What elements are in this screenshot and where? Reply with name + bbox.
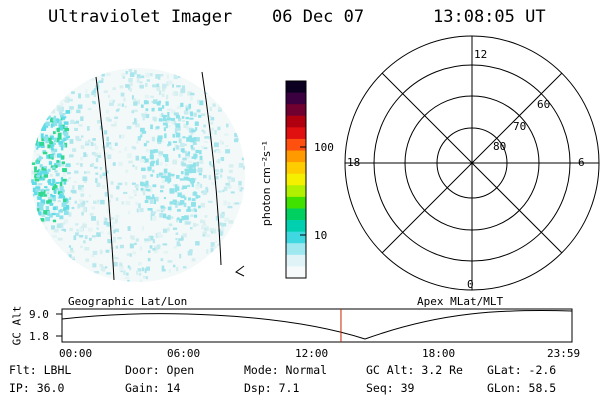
mlt-label-0: 0 (467, 278, 474, 291)
colorbar-tick-10: 10 (314, 229, 328, 242)
timeline-xtick-2359: 23:59 (547, 347, 581, 360)
uv-image-disc (31, 68, 245, 282)
lat-label-60: 60 (537, 98, 551, 111)
lat-label-80: 80 (493, 140, 507, 153)
colorbar (285, 80, 307, 279)
door-status: Door: Open (125, 363, 195, 377)
colorbar-tick-100: 100 (314, 141, 334, 154)
timeline-ytick-top: 9.0 (29, 308, 49, 321)
colorbar-unit-label: photon cm⁻²s⁻¹ (260, 140, 274, 227)
orbit-marker (235, 265, 245, 277)
timeline-ylabel: GC Alt (10, 305, 24, 346)
timeline-plot (56, 308, 573, 343)
seq-status: Seq: 39 (366, 381, 415, 395)
longitude-line-left (95, 76, 115, 281)
mlt-label-6: 6 (578, 156, 585, 169)
glat-status: GLat: -2.6 (487, 363, 557, 377)
timeline-xtick-0600: 06:00 (167, 347, 201, 360)
timeline-xtick-1800: 18:00 (422, 347, 456, 360)
lat-label-70: 70 (513, 120, 527, 133)
timeline-xtick-0000: 00:00 (59, 347, 93, 360)
timeline-left-title: Geographic Lat/Lon (68, 295, 188, 308)
altitude-curve (61, 310, 573, 340)
longitude-line-right (201, 71, 222, 266)
timeline-ytick-bottom: 1.8 (29, 330, 49, 343)
date-label: 06 Dec 07 (272, 7, 365, 27)
gc-alt-status: GC Alt: 3.2 Re (366, 363, 463, 377)
timeline-xtick-1200: 12:00 (295, 347, 329, 360)
glon-status: GLon: 58.5 (487, 381, 557, 395)
gain-status: Gain: 14 (125, 381, 181, 395)
mode-status: Mode: Normal (244, 363, 328, 377)
mlt-label-18: 18 (347, 156, 361, 169)
time-label: 13:08:05 UT (433, 7, 546, 27)
timeline-right-title: Apex MLat/MLT (417, 295, 504, 308)
dsp-status: Dsp: 7.1 (244, 381, 300, 395)
mlt-label-12: 12 (474, 48, 488, 61)
polar-plot (344, 35, 600, 291)
ip-status: IP: 36.0 (9, 381, 65, 395)
filter-status: Flt: LBHL (9, 363, 72, 377)
instrument-title: Ultraviolet Imager (48, 7, 233, 27)
